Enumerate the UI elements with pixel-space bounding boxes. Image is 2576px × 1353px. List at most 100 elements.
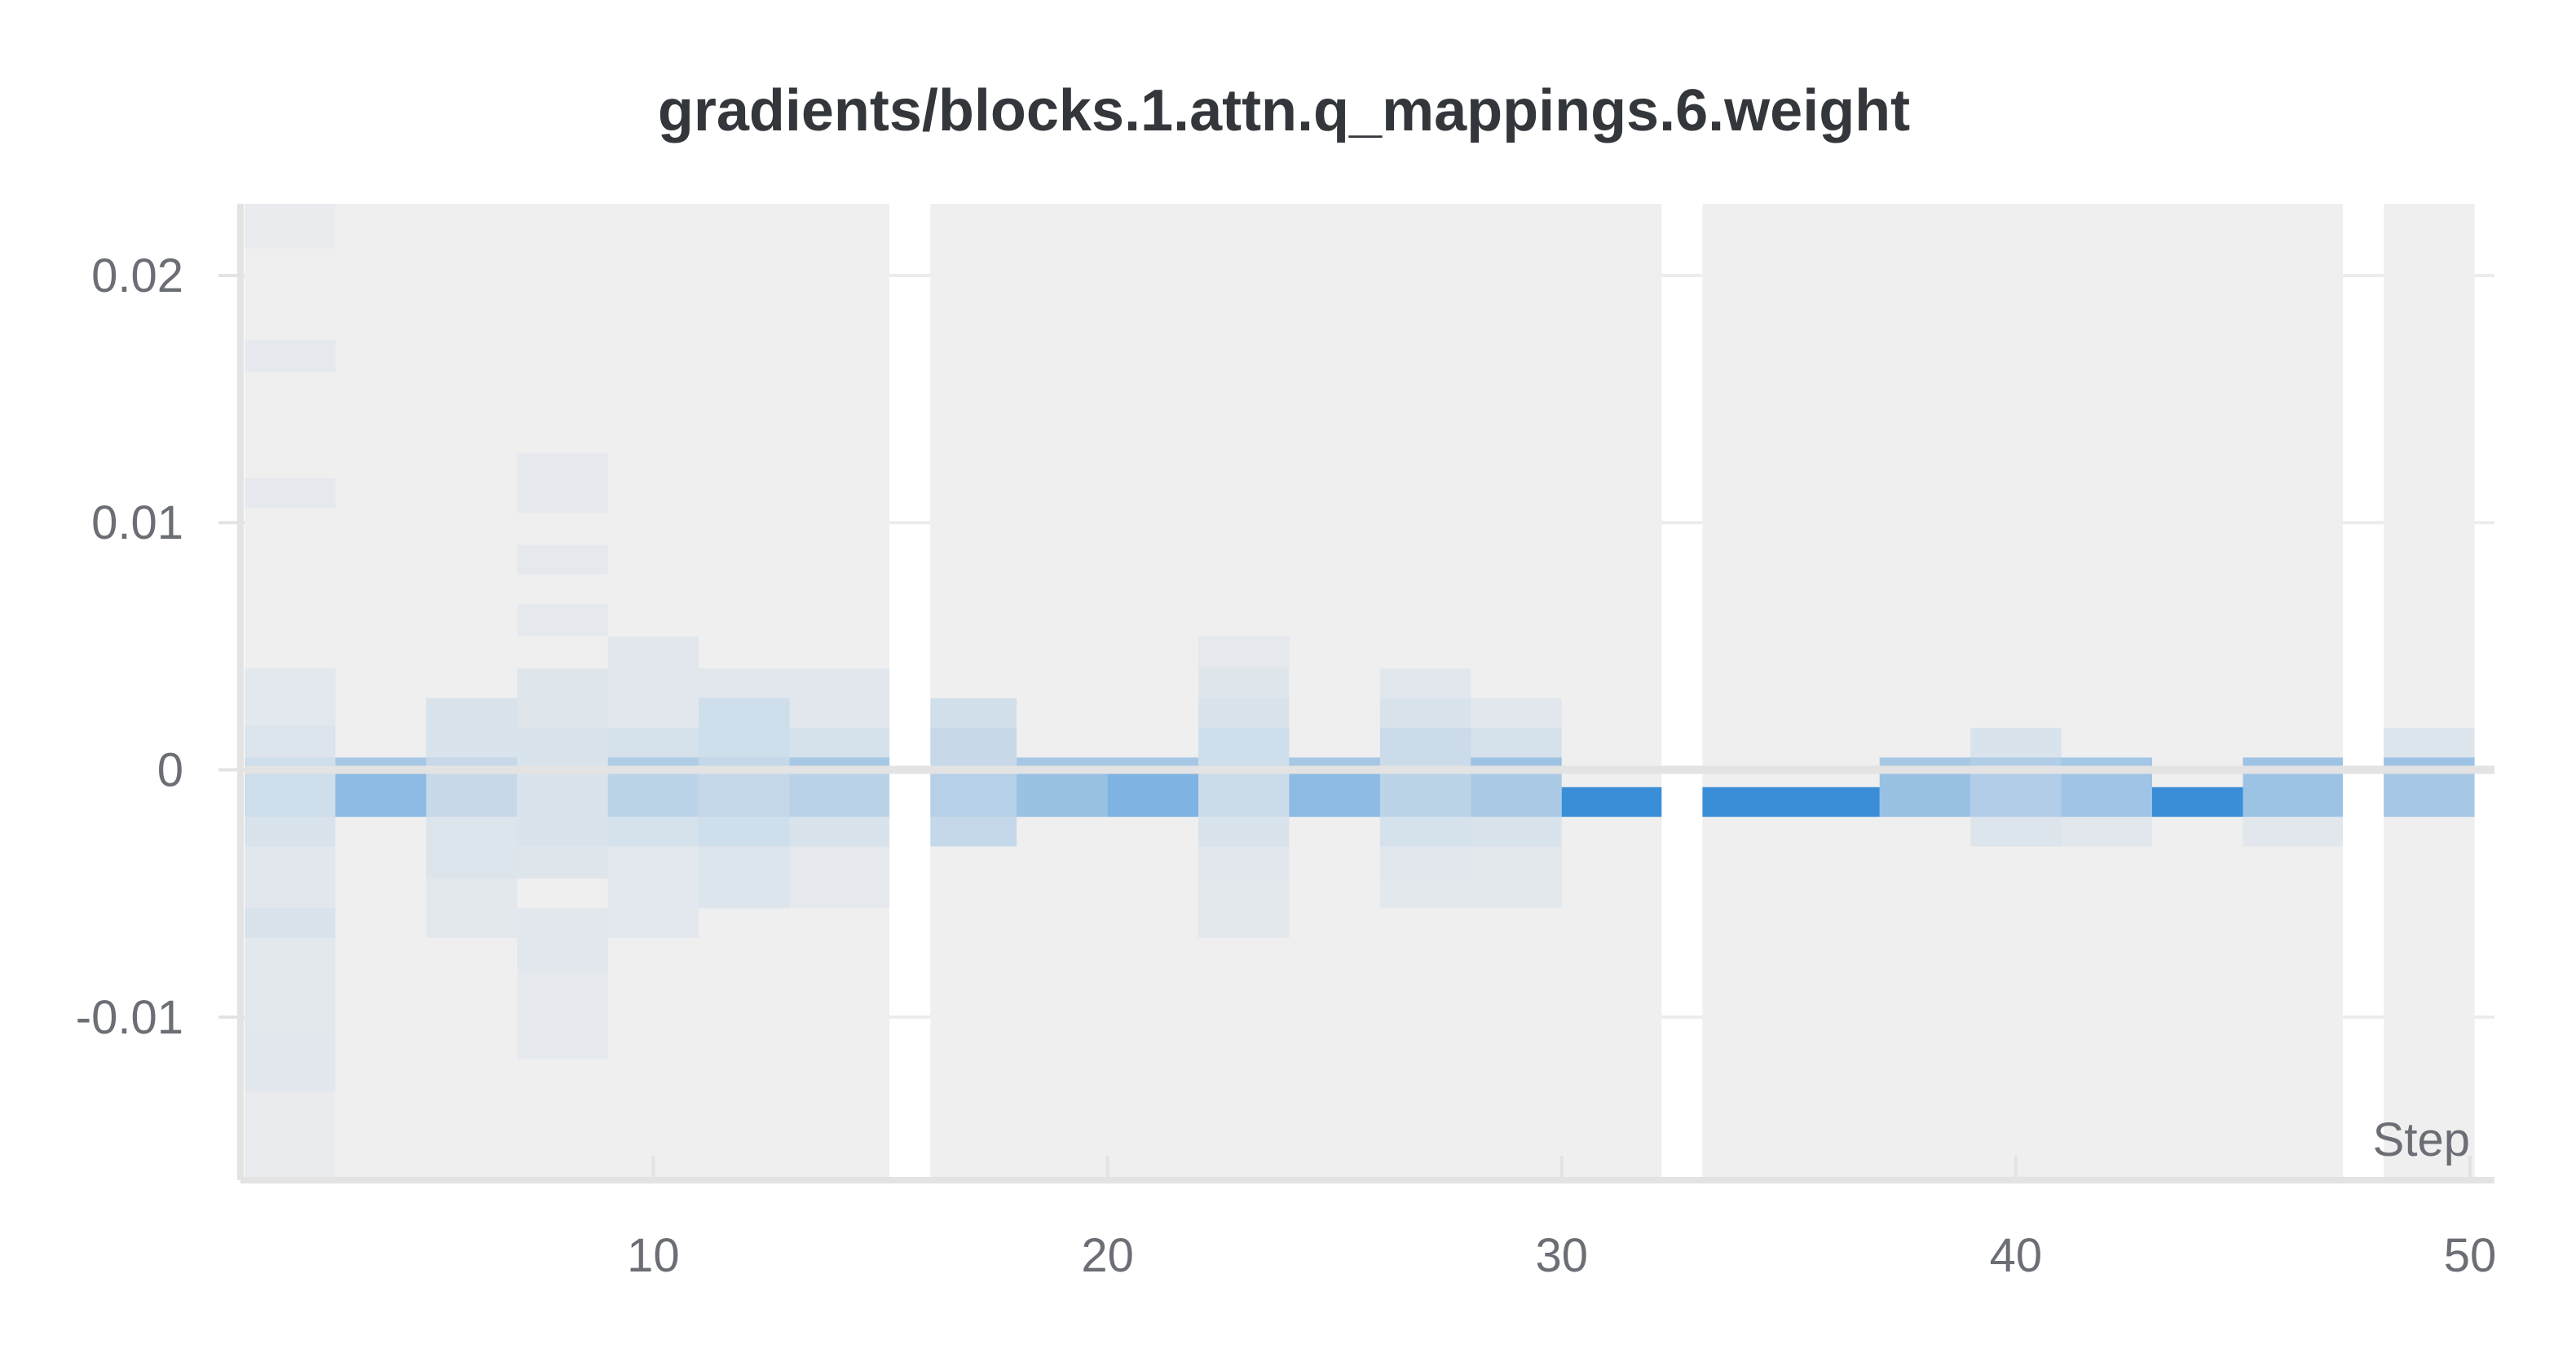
heatmap-cell bbox=[1379, 698, 1471, 728]
heatmap-cell bbox=[245, 339, 336, 372]
heatmap-cell bbox=[1970, 817, 2062, 847]
heatmap-cell bbox=[930, 817, 1017, 847]
heatmap-cell bbox=[1107, 757, 1198, 768]
heatmap-cell bbox=[2384, 767, 2475, 818]
heatmap-cell bbox=[2243, 757, 2343, 768]
heatmap-cell bbox=[245, 668, 336, 725]
heatmap-cell bbox=[1198, 698, 1290, 728]
heatmap-cell bbox=[607, 727, 699, 758]
step-band bbox=[1702, 204, 2343, 1180]
heatmap-cell bbox=[699, 698, 790, 758]
heatmap-cell bbox=[1379, 817, 1471, 847]
heatmap-cell bbox=[2152, 787, 2243, 818]
heatmap-cell bbox=[607, 846, 699, 938]
heatmap-cell bbox=[1289, 767, 1380, 818]
heatmap-cell bbox=[245, 1091, 335, 1180]
heatmap-cell bbox=[789, 767, 890, 818]
x-tick-label: 10 bbox=[627, 1229, 680, 1282]
heatmap-cell bbox=[1561, 787, 1662, 818]
y-tick-label: 0.02 bbox=[91, 249, 183, 302]
heatmap-cell bbox=[930, 698, 1017, 728]
heatmap-cell bbox=[1379, 878, 1471, 909]
heatmap-cell bbox=[517, 846, 608, 879]
x-tick-label: 20 bbox=[1081, 1229, 1134, 1282]
heatmap-cell bbox=[699, 817, 790, 847]
heatmap-cell bbox=[245, 204, 335, 249]
heatmap-cell bbox=[1471, 846, 1562, 909]
heatmap-cell bbox=[2384, 727, 2475, 758]
heatmap-cell bbox=[2243, 767, 2343, 818]
x-tick-labels: 10 20 30 40 50 bbox=[627, 1229, 2496, 1282]
heatmap-cell bbox=[789, 668, 890, 728]
heatmap-cell bbox=[335, 757, 426, 768]
heatmap-cell bbox=[789, 846, 890, 909]
heatmap-cell bbox=[517, 970, 608, 1060]
heatmap-cell bbox=[607, 767, 699, 818]
heatmap-cell bbox=[517, 668, 608, 728]
heatmap-cell bbox=[1198, 817, 1290, 847]
heatmap-cell bbox=[607, 636, 699, 728]
heatmap-cell bbox=[1107, 767, 1198, 818]
x-tick-label: 30 bbox=[1535, 1229, 1588, 1282]
x-tick-label: 50 bbox=[2444, 1229, 2497, 1282]
heatmap-cell bbox=[2243, 817, 2343, 847]
x-tick-label: 40 bbox=[1990, 1229, 2043, 1282]
heatmap-cell bbox=[426, 817, 518, 879]
heatmap-cell bbox=[1471, 817, 1562, 847]
heatmap-cell bbox=[335, 767, 426, 818]
heatmap-cell bbox=[930, 767, 1017, 818]
heatmap-cell bbox=[1198, 878, 1290, 938]
heatmap-cell bbox=[1702, 787, 1880, 818]
heatmap-cell bbox=[1198, 727, 1290, 768]
heatmap-cell bbox=[699, 846, 790, 909]
heatmap-cell bbox=[245, 725, 336, 758]
heatmap-cell bbox=[245, 817, 336, 847]
heatmap-cell bbox=[2061, 757, 2152, 768]
heatmap-cell bbox=[1198, 767, 1290, 818]
heatmap-cell bbox=[1879, 757, 1971, 768]
heatmap-cell bbox=[517, 453, 608, 513]
heatmap-cell bbox=[1198, 668, 1290, 699]
step-band bbox=[930, 204, 1662, 1180]
y-tick-label: -0.01 bbox=[76, 991, 183, 1044]
heatmap-cell bbox=[1379, 846, 1471, 879]
heatmap-cell bbox=[245, 937, 336, 1029]
heatmap-cell bbox=[2384, 757, 2475, 768]
heatmap-cell bbox=[1471, 757, 1562, 768]
heatmap-cell bbox=[1198, 636, 1290, 669]
step-band bbox=[245, 204, 890, 1180]
heatmap-cell bbox=[607, 757, 699, 768]
heatmap-cell bbox=[517, 604, 608, 637]
step-bands bbox=[245, 204, 2475, 1180]
heatmap-cell bbox=[517, 908, 608, 971]
heatmap-cell bbox=[245, 478, 336, 509]
axes bbox=[218, 204, 2494, 1183]
heatmap-cell bbox=[789, 817, 890, 847]
heatmap-cell bbox=[1198, 846, 1290, 879]
heatmap-cell bbox=[699, 668, 790, 699]
step-band bbox=[2384, 204, 2475, 1180]
heatmap-cell bbox=[1471, 698, 1562, 728]
y-tick-label: 0.01 bbox=[91, 496, 183, 549]
heatmap-cell bbox=[1471, 767, 1562, 818]
heatmap-cell bbox=[245, 846, 336, 909]
heatmap-cell bbox=[1379, 767, 1471, 818]
heatmap-cell bbox=[2061, 767, 2152, 818]
y-tick-label: 0 bbox=[157, 744, 183, 797]
heatmap-cell bbox=[1017, 757, 1108, 768]
heatmap-cell bbox=[245, 908, 336, 938]
y-tick-labels: 0.02 0.01 0 -0.01 bbox=[76, 249, 183, 1044]
heatmap-cell bbox=[1471, 727, 1562, 758]
heatmap-cell bbox=[1879, 767, 1971, 818]
heatmap-cell bbox=[930, 727, 1017, 768]
heatmap-cell bbox=[426, 698, 518, 758]
heatmap-cell bbox=[1379, 727, 1471, 768]
heatmap-cell bbox=[789, 757, 890, 768]
x-axis-label: Step bbox=[2373, 1113, 2470, 1166]
heatmap-cell bbox=[789, 727, 890, 758]
chart-title: gradients/blocks.1.attn.q_mappings.6.wei… bbox=[658, 78, 1910, 143]
heatmap-cell bbox=[245, 1029, 336, 1091]
heatmap-cell bbox=[1379, 668, 1471, 699]
heatmap-cell bbox=[1017, 767, 1108, 818]
